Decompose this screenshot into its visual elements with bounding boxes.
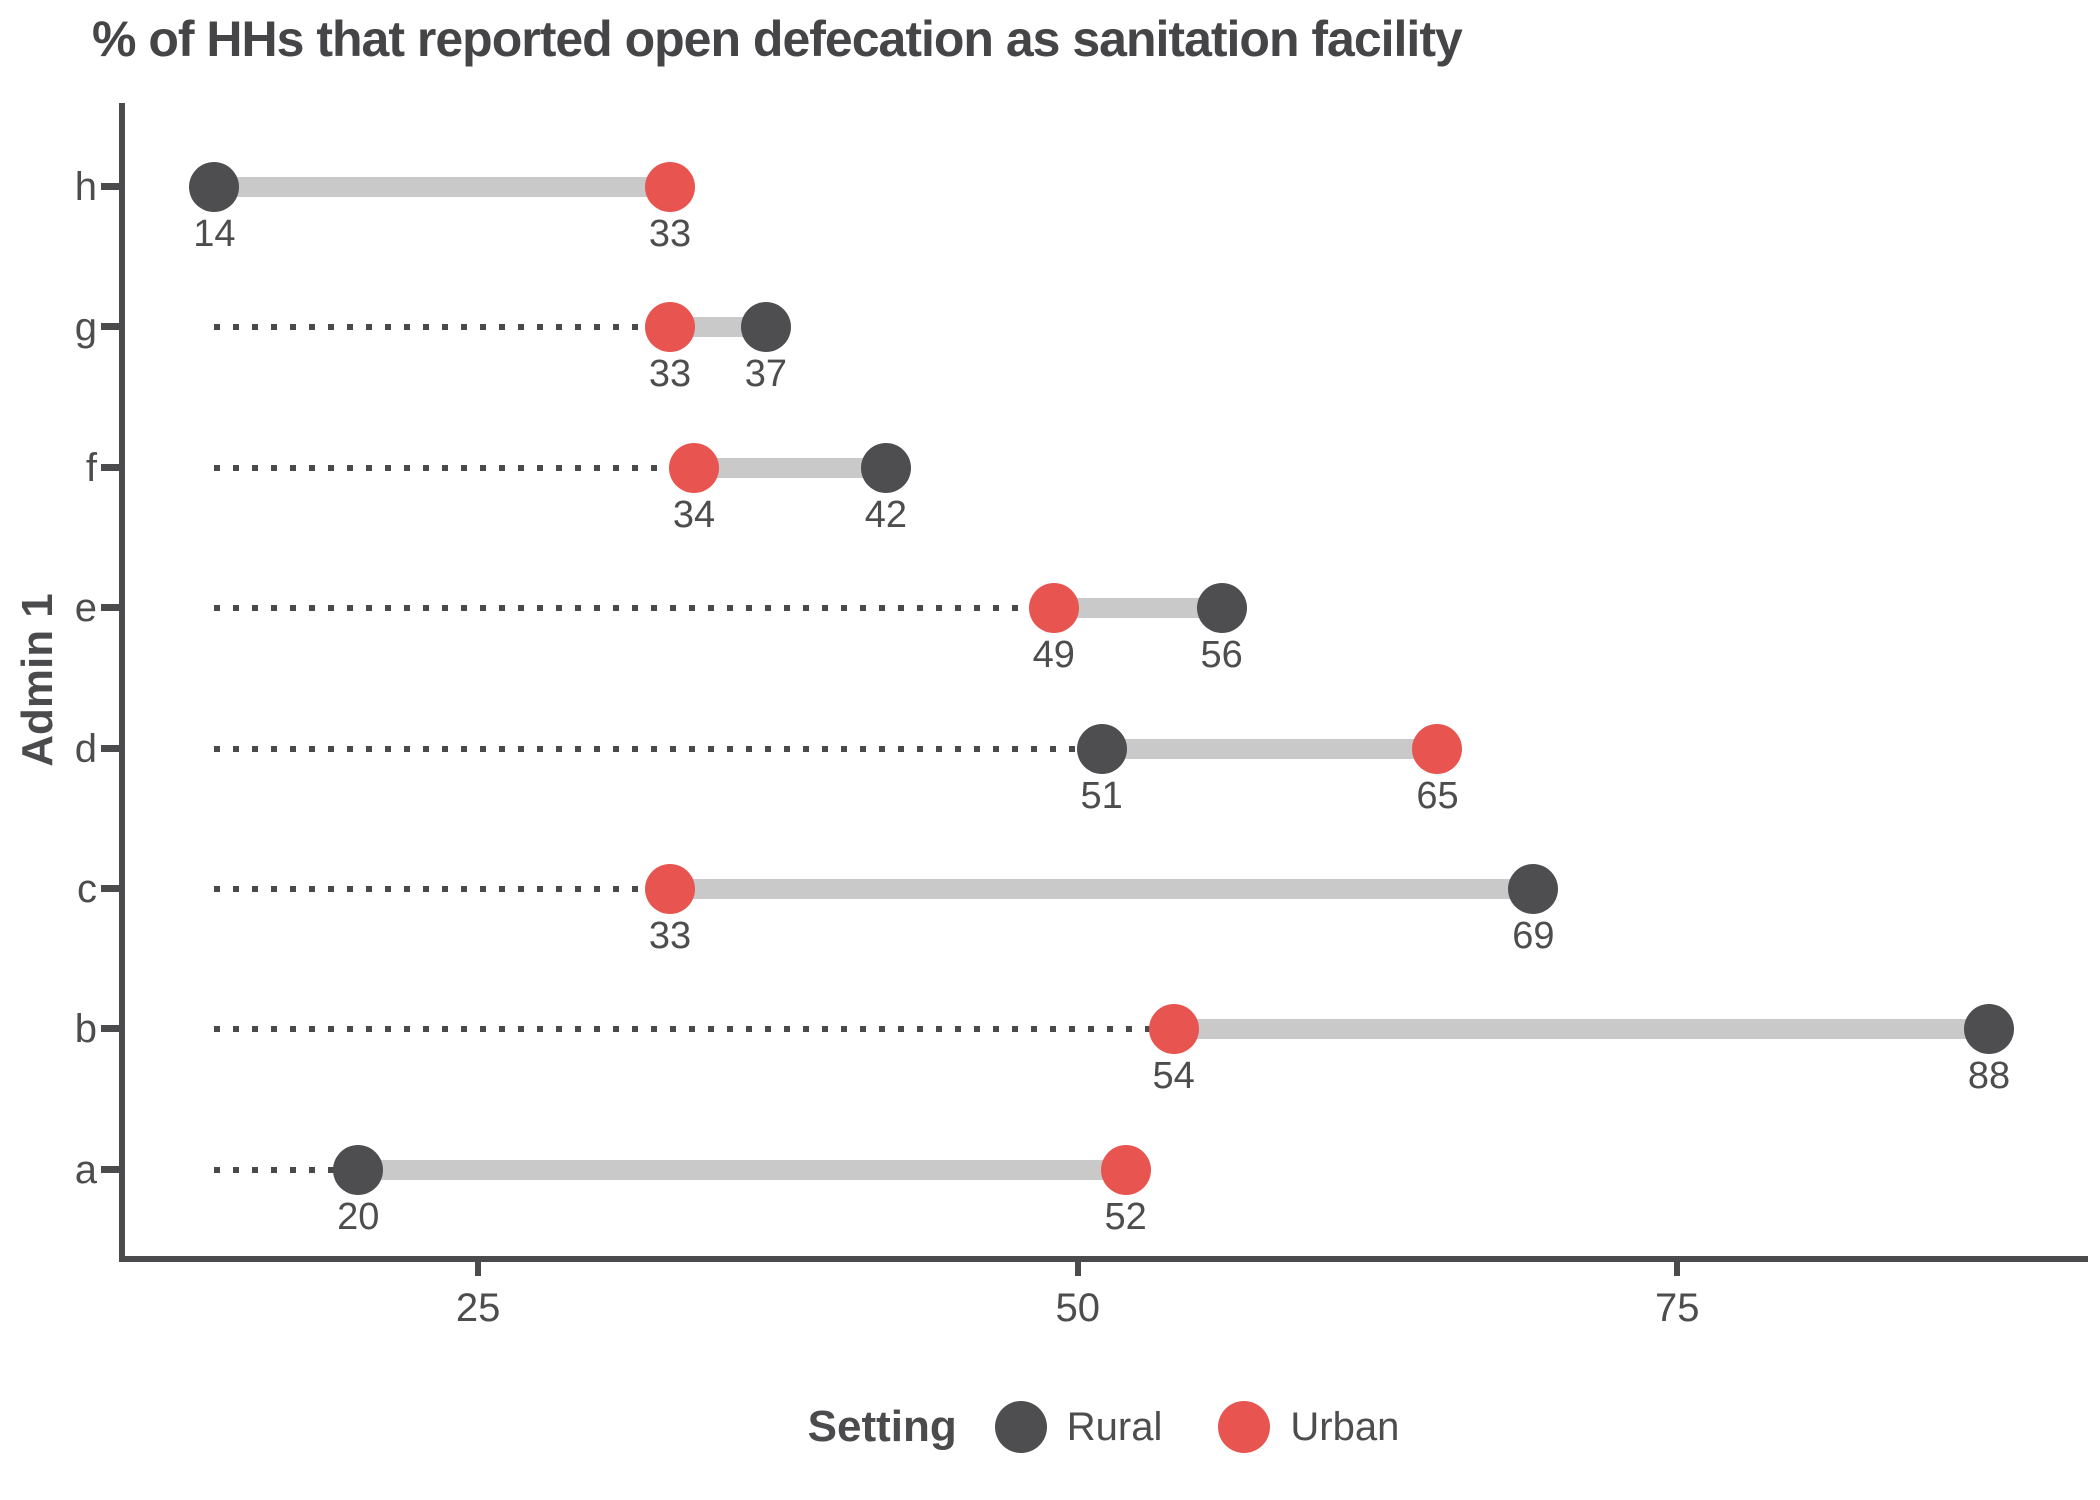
connector-bar: [1053, 598, 1222, 619]
rural-dot: [1964, 1004, 2015, 1055]
rural-value-label: 88: [1967, 1055, 2011, 1098]
urban-dot: [1148, 1004, 1199, 1055]
urban-value-label: 33: [648, 353, 692, 396]
rural-dot: [1508, 864, 1559, 914]
x-axis-tick-label: 25: [455, 1286, 501, 1330]
baseline-dotted-line: [214, 464, 694, 471]
connector-bar: [1101, 738, 1438, 759]
urban-value-label: 33: [648, 213, 692, 255]
baseline-dotted-line: [214, 605, 1054, 612]
baseline-dotted-line: [214, 1166, 359, 1173]
rural-value-label: 51: [1080, 774, 1123, 817]
legend-urban-dot-icon: [1218, 1401, 1271, 1453]
urban-value-label: 65: [1416, 774, 1459, 817]
x-axis-tick: [1674, 1262, 1681, 1276]
category-label: h: [74, 165, 97, 209]
urban-dot: [668, 442, 719, 493]
chart-title: % of HHs that reported open defecation a…: [92, 11, 1463, 67]
urban-dot: [1028, 583, 1079, 634]
rural-dot: [189, 162, 240, 212]
baseline-dotted-line: [214, 1026, 1174, 1033]
urban-dot: [1412, 723, 1463, 774]
legend-label-urban: Urban: [1290, 1404, 1400, 1449]
baseline-dotted-line: [214, 324, 670, 331]
rural-dot: [860, 442, 911, 493]
connector-bar: [358, 1159, 1126, 1180]
category-label: g: [74, 305, 97, 350]
y-axis-tick: [101, 183, 119, 190]
urban-value-label: 49: [1032, 634, 1075, 677]
category-label: c: [77, 867, 97, 911]
connector-bar: [214, 177, 670, 197]
x-axis-line: [119, 1256, 2088, 1262]
x-axis-tick: [475, 1262, 482, 1276]
baseline-dotted-line: [214, 886, 670, 892]
category-label: d: [74, 726, 97, 771]
rural-value-label: 42: [864, 493, 907, 536]
urban-dot: [1100, 1144, 1151, 1195]
rural-dot: [740, 302, 791, 353]
y-axis-tick: [101, 885, 119, 892]
y-axis-tick: [101, 604, 119, 612]
legend-label-rural: Rural: [1066, 1404, 1163, 1449]
rural-value-label: 69: [1512, 915, 1555, 957]
urban-value-label: 33: [648, 915, 692, 957]
category-label: f: [85, 445, 97, 490]
connector-bar: [693, 457, 886, 478]
legend-title: Setting: [807, 1402, 957, 1451]
legend-rural-dot-icon: [994, 1401, 1047, 1453]
rural-dot: [1076, 723, 1127, 774]
rural-value-label: 56: [1200, 634, 1243, 677]
x-axis-tick-label: 50: [1055, 1286, 1100, 1330]
urban-dot: [645, 162, 695, 212]
baseline-dotted-line: [214, 745, 1102, 752]
legend: Setting Rural Urban: [122, 1396, 2085, 1458]
connector-bar: [670, 879, 1534, 899]
rural-dot: [1196, 583, 1247, 634]
rural-value-label: 14: [193, 213, 236, 255]
y-axis-line: [119, 103, 125, 1262]
y-axis-tick: [101, 744, 119, 752]
rural-dot: [333, 1144, 384, 1195]
x-axis-tick-label: 75: [1655, 1286, 1700, 1330]
y-axis-tick: [101, 1025, 119, 1033]
category-label: a: [74, 1147, 97, 1192]
y-axis-tick: [101, 1165, 119, 1173]
category-label: b: [74, 1007, 97, 1052]
urban-dot: [645, 302, 695, 353]
urban-value-label: 52: [1104, 1195, 1147, 1238]
rural-value-label: 37: [744, 353, 788, 396]
category-label: e: [74, 586, 97, 631]
urban-dot: [645, 864, 695, 914]
urban-value-label: 54: [1152, 1055, 1195, 1098]
rural-value-label: 20: [337, 1195, 380, 1238]
y-axis-tick: [101, 463, 119, 471]
connector-bar: [1173, 1019, 1990, 1040]
x-axis-tick: [1074, 1262, 1081, 1276]
y-axis-tick: [101, 323, 119, 331]
urban-value-label: 34: [672, 493, 716, 536]
